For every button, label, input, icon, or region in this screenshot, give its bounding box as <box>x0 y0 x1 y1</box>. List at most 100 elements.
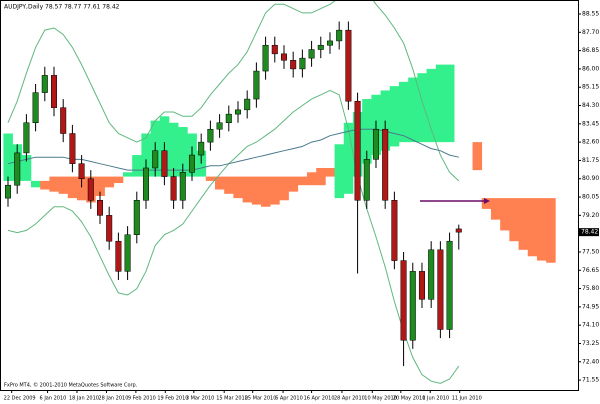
candle-body <box>354 100 361 201</box>
candle-body <box>391 200 398 261</box>
cloud-up <box>444 64 455 143</box>
candle-body <box>400 260 407 341</box>
candle-body <box>326 40 333 46</box>
x-tick-label: 6 Apr 2010 <box>275 396 303 402</box>
cloud-down <box>242 176 253 203</box>
x-tick-label: 19 Feb 2010 <box>157 396 188 402</box>
candle-body <box>336 29 343 42</box>
candle-body <box>271 44 278 55</box>
cloud-down <box>76 176 87 201</box>
lower-band <box>7 89 460 384</box>
y-tick-label: 86.85 <box>582 47 599 54</box>
cloud-down <box>518 198 529 250</box>
y-tick-label: 74.10 <box>582 322 599 329</box>
cloud-up <box>122 172 133 177</box>
candle-body <box>170 176 177 201</box>
y-tick-label: 71.55 <box>582 377 599 384</box>
cloud-up <box>178 127 188 177</box>
candle-body <box>133 200 140 235</box>
candle-body <box>161 150 168 177</box>
cloud-down <box>279 176 289 201</box>
candle-body <box>78 163 85 179</box>
candle-body <box>409 271 416 341</box>
cloud-up <box>398 81 409 143</box>
candle-body <box>345 29 352 102</box>
cloud-down <box>58 176 69 194</box>
y-tick-label: 77.50 <box>582 248 599 255</box>
y-tick-label: 72.40 <box>582 358 599 365</box>
x-tick-label: 3 Mar 2010 <box>186 396 215 402</box>
candle-body <box>280 53 287 61</box>
cloud-up <box>168 122 179 177</box>
cloud-down <box>325 167 335 177</box>
y-tick-label: 80.90 <box>582 175 599 182</box>
current-price-box <box>579 228 599 237</box>
cloud-down <box>472 142 483 171</box>
y-tick-label: 88.55 <box>582 10 599 17</box>
y-tick-label: 87.70 <box>582 29 599 36</box>
y-tick-label: 81.75 <box>582 157 599 164</box>
x-tick-label: 20 May 2010 <box>393 396 426 402</box>
cloud-down <box>306 172 317 186</box>
candle-body <box>41 75 48 93</box>
candle-body <box>4 184 12 199</box>
candle-body <box>225 113 232 123</box>
copyright: FxPro MT4, © 2001-2010 MetaQuotes Softwa… <box>4 382 138 389</box>
cloud-up <box>408 77 418 143</box>
cloud-up <box>417 73 427 143</box>
cloud-down <box>490 198 501 220</box>
cloud-down <box>104 176 115 188</box>
cloud-down <box>113 176 124 184</box>
candle-body <box>244 98 251 111</box>
candle-body <box>142 167 150 201</box>
y-tick-label: 82.60 <box>582 139 599 146</box>
chart-title: AUDJPY,Daily 78.57 78.77 77.61 78.42 <box>4 4 120 11</box>
y-tick-label: 86.00 <box>582 65 599 72</box>
cloud-down <box>288 176 299 192</box>
cloud-down <box>205 176 216 181</box>
cloud-up <box>389 86 400 147</box>
cloud-up <box>343 122 354 194</box>
plot-frame <box>0 0 579 391</box>
cloud-down <box>95 176 105 196</box>
x-tick-label: 25 Mar 2010 <box>245 396 277 402</box>
candle-body <box>317 44 324 50</box>
upper-band <box>7 0 460 182</box>
cloud-up <box>435 64 446 143</box>
cloud-down <box>316 167 326 186</box>
candle-body <box>207 128 214 143</box>
candle-body <box>446 240 453 330</box>
candle-body <box>455 228 462 233</box>
y-tick-label: 85.15 <box>582 84 599 91</box>
cloud-down <box>270 176 280 205</box>
x-tick-label: 16 Apr 2010 <box>304 396 335 402</box>
cloud-up <box>21 155 32 181</box>
cloud-up <box>141 133 151 177</box>
candle-body <box>382 128 389 201</box>
candle-body <box>216 122 223 130</box>
plot-area <box>3 0 556 384</box>
cloud-down <box>500 198 510 231</box>
cloud-down <box>40 180 50 190</box>
y-tick-label: 74.95 <box>582 303 599 310</box>
x-tick-label: 22 Dec 2009 <box>4 396 36 402</box>
cloud-down <box>527 198 538 257</box>
candle-body <box>96 200 104 216</box>
x-tick-label: 6 Jan 2010 <box>40 396 67 402</box>
y-tick-label: 79.20 <box>582 212 599 219</box>
arrow-head <box>484 198 490 204</box>
cloud-up <box>426 68 437 143</box>
cloud-down <box>481 198 492 209</box>
cloud-up <box>3 133 13 181</box>
y-tick-label: 80.05 <box>582 194 599 201</box>
candle-body <box>418 271 425 300</box>
cloud-down <box>509 198 519 242</box>
candle-body <box>32 92 39 123</box>
cloud-down <box>546 198 556 263</box>
y-tick-label: 75.80 <box>582 285 599 292</box>
candle-body <box>179 172 186 201</box>
candle-body <box>253 70 260 100</box>
candle-body <box>124 234 131 272</box>
y-tick-label: 76.65 <box>582 267 599 274</box>
